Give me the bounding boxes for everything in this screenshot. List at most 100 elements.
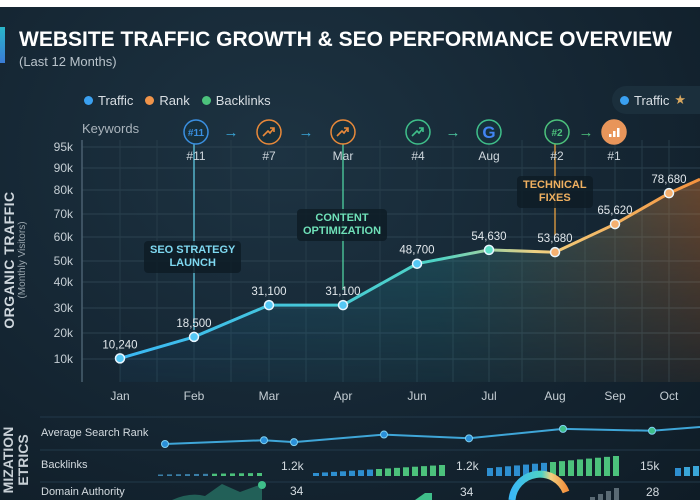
data-point [663, 187, 675, 199]
legend-item-backlinks[interactable]: Backlinks [201, 93, 271, 108]
backlinks-bar [239, 473, 244, 476]
arrow-right-icon: → [299, 124, 314, 141]
keyword-badge-rank-2 [544, 119, 570, 145]
rank-point [465, 434, 473, 443]
backlinks-bar [176, 474, 181, 476]
backlinks-bar [340, 471, 346, 476]
bar-chart-icon [609, 134, 612, 137]
data-point [188, 331, 200, 343]
data-point [549, 246, 561, 258]
keyword-caption: Aug [478, 149, 499, 163]
data-label: 54,630 [471, 231, 506, 243]
backlinks-bar [421, 466, 427, 476]
domain-authority-sparkline [172, 484, 262, 500]
legend-item-rank[interactable]: Rank [145, 93, 190, 108]
google-icon: G [482, 123, 495, 142]
x-tick-label: Feb [184, 389, 205, 403]
backlinks-bar [203, 473, 208, 476]
backlinks-bar [158, 474, 163, 476]
backlinks-bar [613, 456, 619, 476]
bar-chart-icon [617, 128, 620, 137]
y-tick-label: 70k [54, 207, 74, 221]
keyword-caption: #11 [186, 149, 205, 163]
data-label: 65,620 [597, 205, 632, 217]
metrics-section-label: MIZATION ETRICS [0, 420, 31, 500]
data-point [114, 353, 126, 364]
data-label: 10,240 [102, 339, 137, 351]
page-subtitle: (Last 12 Months) [19, 54, 117, 69]
y-tick-label: 50k [54, 254, 74, 268]
x-tick-label: Apr [334, 389, 353, 403]
backlinks-bar [313, 473, 319, 476]
backlinks-bar [358, 470, 364, 476]
backlinks-bar [322, 472, 328, 476]
annotation-line: SEO STRATEGY [150, 244, 236, 256]
x-tick-label: Jul [481, 389, 496, 403]
keyword-badge-text: #11 [188, 128, 205, 139]
backlinks-bar [595, 457, 601, 476]
domain-authority-sparkline [415, 493, 432, 500]
annotation-line: LAUNCH [169, 257, 216, 269]
backlinks-bar [376, 469, 382, 476]
metric-label-backlinks: Backlinks [41, 459, 88, 471]
legend-label: Backlinks [215, 93, 271, 108]
legend-right[interactable]: Traffic ★ [612, 86, 700, 114]
arrow-right-icon: → [579, 124, 594, 141]
traffic-dot-icon [620, 95, 629, 105]
average-search-rank-line [164, 426, 700, 445]
backlinks-bar [185, 474, 190, 476]
y-tick-label: 30k [54, 301, 74, 315]
metric-label-domain-authority: Domain Authority [41, 486, 125, 498]
data-label: 18,500 [176, 318, 211, 330]
keyword-caption: Mar [333, 149, 354, 163]
backlinks-bar [412, 466, 418, 476]
backlinks-bar [523, 464, 529, 476]
page-title: WEBSITE TRAFFIC GROWTH & SEO PERFORMANCE… [19, 28, 672, 51]
keyword-caption: #4 [411, 149, 425, 163]
backlinks-bar [586, 458, 592, 476]
annotation-content-optimization: CONTENT OPTIMIZATION [297, 209, 388, 241]
backlinks-bar [684, 467, 690, 476]
rank-point [161, 440, 169, 448]
domain-authority-bar [598, 494, 603, 500]
metric-label-average-search-rank: Average Search Rank [41, 427, 149, 439]
legend-item-traffic[interactable]: Traffic [84, 93, 133, 108]
y-tick-label: 95k [54, 140, 74, 154]
y-tick-label: 90k [54, 161, 74, 175]
backlinks-bar [439, 465, 445, 476]
legend-label: Traffic [634, 92, 670, 108]
annotation-line: OPTIMIZATION [303, 225, 382, 237]
arrow-right-icon: → [224, 124, 239, 141]
backlinks-bar [568, 460, 574, 476]
title-accent-bar [0, 27, 5, 63]
backlinks-value: 15k [640, 459, 660, 473]
data-point [609, 218, 621, 230]
traffic-line [119, 177, 700, 360]
backlinks-bar [514, 465, 520, 476]
trend-up-icon [336, 127, 349, 137]
data-label: 78,680 [651, 174, 686, 186]
data-point [337, 299, 349, 311]
domain-authority-value: 28 [646, 485, 660, 499]
y-tick-label: 10k [54, 352, 74, 366]
keyword-badge-rank-11 [183, 119, 209, 145]
data-label: 53,680 [537, 233, 572, 245]
data-label: 48,700 [399, 245, 434, 257]
annotation-line: FIXES [538, 192, 571, 204]
domain-authority-value: 34 [290, 484, 304, 498]
domain-authority-point [258, 481, 266, 489]
section-label-line: ETRICS [15, 434, 31, 486]
rank-point [260, 436, 268, 445]
section-label-line: MIZATION [0, 426, 16, 494]
y-tick-label: 60k [54, 230, 74, 244]
x-tick-label: Jun [407, 389, 426, 403]
backlinks-bar [257, 473, 262, 476]
rank-point [559, 424, 567, 433]
arrow-right-icon: → [446, 124, 461, 141]
backlinks-bar [505, 466, 511, 476]
legend-label: Traffic [98, 93, 134, 108]
keyword-badge-google-icon [476, 119, 502, 145]
domain-authority-gauge [508, 470, 570, 500]
x-tick-label: Oct [660, 389, 679, 403]
backlinks-bar [367, 469, 373, 476]
